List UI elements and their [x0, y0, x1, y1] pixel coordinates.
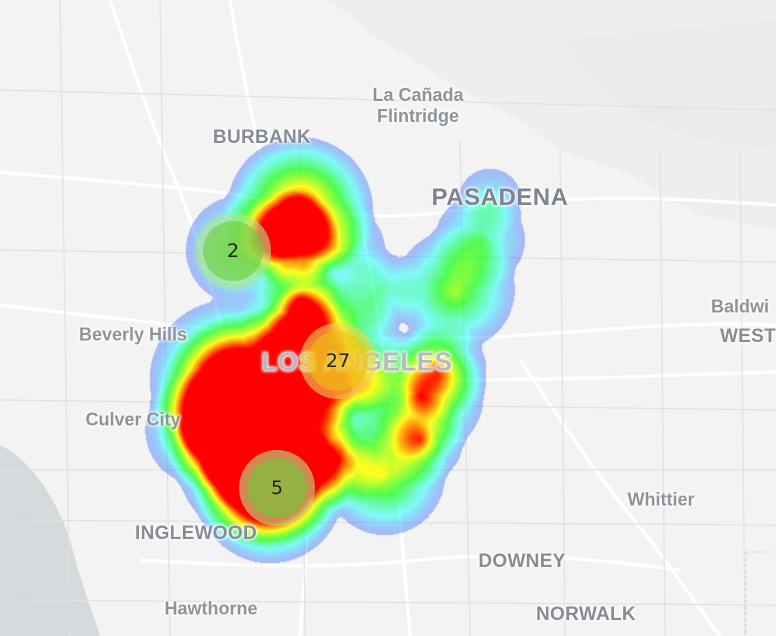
label-whittier: Whittier: [627, 489, 695, 510]
burbank-cluster[interactable]: 2: [195, 213, 271, 289]
downtown-cluster[interactable]: 27: [300, 323, 376, 399]
south-cluster[interactable]: 5: [239, 450, 315, 526]
label-hawthorne: Hawthorne: [164, 598, 258, 619]
label-inglewood: INGLEWOOD: [135, 523, 257, 544]
label-culver-city: Culver City: [85, 409, 181, 430]
cluster-count: 27: [308, 331, 368, 391]
cluster-count: 5: [247, 458, 307, 518]
label-pasadena: PASADENA: [431, 184, 569, 211]
label-downey: DOWNEY: [478, 551, 566, 572]
label-beverly-hills: Beverly Hills: [78, 324, 188, 345]
label-west: WEST: [719, 326, 776, 347]
cluster-count: 2: [203, 221, 263, 281]
label-la-canada: La Cañada Flintridge: [372, 85, 464, 126]
label-norwalk: NORWALK: [536, 604, 636, 625]
label-burbank: BURBANK: [212, 127, 312, 148]
label-baldwin: Baldwi: [710, 296, 770, 317]
